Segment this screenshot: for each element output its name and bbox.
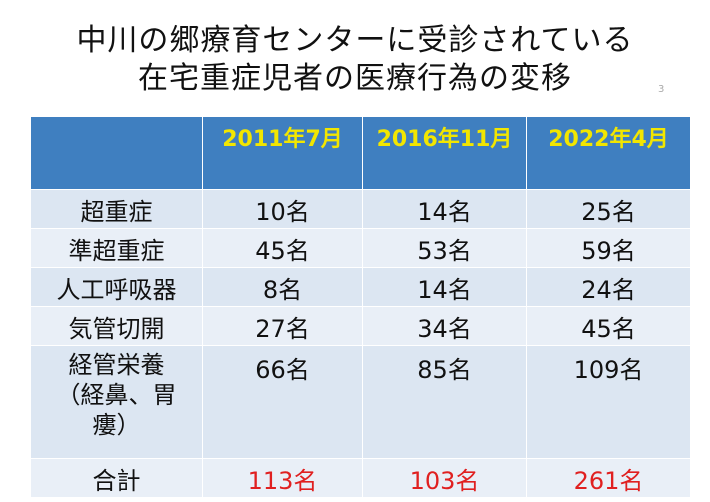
table-cell: 34名 [362, 306, 527, 346]
table-row: 経管栄養 （経鼻、胃 瘻） 66名 85名 109名 [30, 345, 691, 459]
table-cell: 25名 [526, 189, 691, 229]
medical-procedures-table: 2011年7月 2016年11月 2022年4月 超重症 10名 14名 25名… [30, 116, 691, 498]
row-label: 人工呼吸器 [30, 267, 203, 307]
table-cell: 85名 [362, 345, 527, 459]
row-label: 準超重症 [30, 228, 203, 268]
table-row: 気管切開 27名 34名 45名 [30, 306, 691, 346]
table-cell: 24名 [526, 267, 691, 307]
slide-corner-mark: 3 [658, 84, 665, 95]
table-cell: 27名 [202, 306, 363, 346]
total-label: 合計 [30, 458, 203, 498]
table-cell: 109名 [526, 345, 691, 459]
table-row: 準超重症 45名 53名 59名 [30, 228, 691, 268]
table-cell: 45名 [202, 228, 363, 268]
title-line-2: 在宅重症児者の医療行為の変移 [138, 61, 572, 96]
row-label: 超重症 [30, 189, 203, 229]
table-cell: 53名 [362, 228, 527, 268]
table-cell: 66名 [202, 345, 363, 459]
total-cell: 103名 [362, 458, 527, 498]
table-cell: 10名 [202, 189, 363, 229]
table-row: 超重症 10名 14名 25名 [30, 189, 691, 229]
total-cell: 261名 [526, 458, 691, 498]
table-cell: 59名 [526, 228, 691, 268]
title-line-1: 中川の郷療育センターに受診されている [76, 23, 634, 58]
total-cell: 113名 [202, 458, 363, 498]
row-label: 経管栄養 （経鼻、胃 瘻） [30, 345, 203, 459]
row-label-line: 経管栄養 [68, 351, 165, 379]
row-label: 気管切開 [30, 306, 203, 346]
table-cell: 8名 [202, 267, 363, 307]
header-corner-cell [30, 116, 203, 190]
total-row: 合計 113名 103名 261名 [30, 458, 691, 498]
row-label-line: （経鼻、胃 [56, 381, 177, 409]
row-label-line: 瘻） [92, 411, 141, 439]
header-2011-07: 2011年7月 [202, 116, 363, 190]
table-cell: 14名 [362, 267, 527, 307]
slide-title: 中川の郷療育センターに受診されている 在宅重症児者の医療行為の変移 [0, 22, 710, 98]
table-row: 人工呼吸器 8名 14名 24名 [30, 267, 691, 307]
header-2016-11: 2016年11月 [362, 116, 527, 190]
table-cell: 45名 [526, 306, 691, 346]
header-2022-04: 2022年4月 [526, 116, 691, 190]
table-cell: 14名 [362, 189, 527, 229]
table-header-row: 2011年7月 2016年11月 2022年4月 [30, 116, 691, 190]
